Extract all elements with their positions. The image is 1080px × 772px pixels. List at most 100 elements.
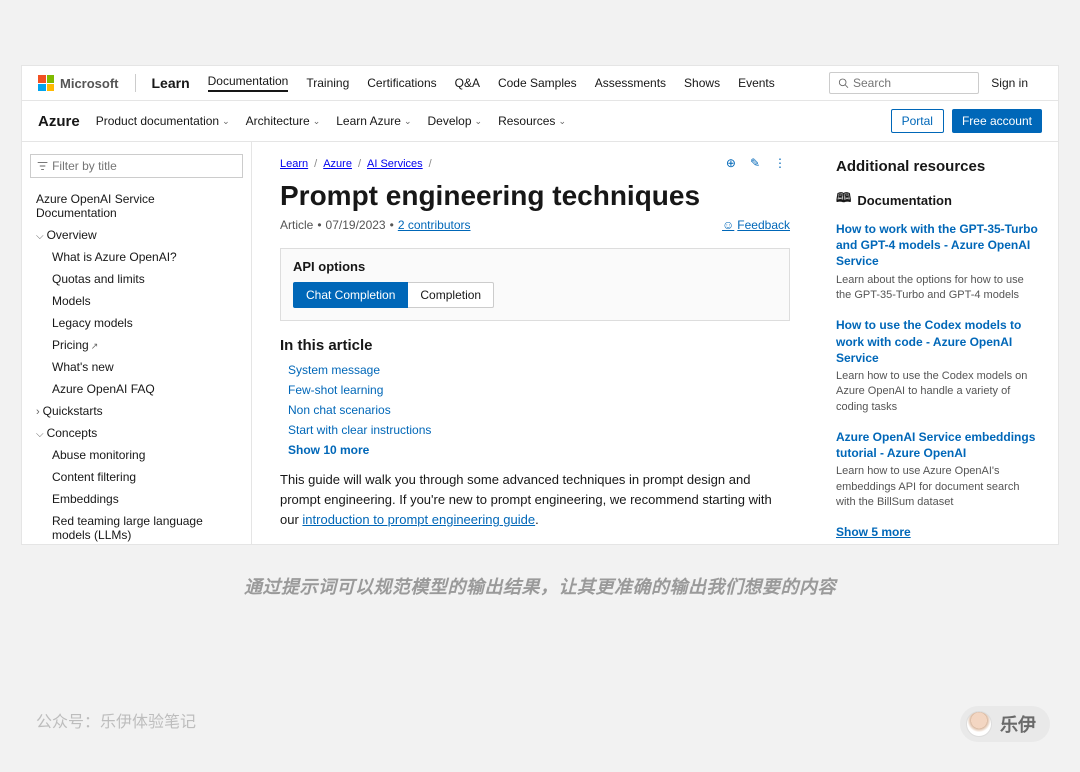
microsoft-logo[interactable]: Microsoft (38, 75, 119, 91)
rr-desc: Learn how to use the Codex models on Azu… (836, 369, 1040, 415)
author-name: 乐伊 (1000, 711, 1036, 737)
rr-item: Azure OpenAI Service embeddings tutorial… (836, 429, 1040, 511)
nav-shows[interactable]: Shows (684, 76, 720, 90)
learn-label[interactable]: Learn (152, 75, 190, 91)
rr-link[interactable]: How to work with the GPT-35-Turbo and GP… (836, 221, 1040, 270)
crumb[interactable]: AI Services (367, 158, 423, 170)
toc-item[interactable]: Red teaming large language models (LLMs) (30, 510, 243, 544)
global-nav: Microsoft Learn Documentation Training C… (22, 66, 1058, 101)
microsoft-logo-text: Microsoft (60, 76, 119, 91)
nav-documentation[interactable]: Documentation (208, 74, 289, 92)
search-input[interactable] (853, 76, 970, 90)
chevron-down-icon: ⌄ (313, 116, 321, 127)
chevron-down-icon: ⌄ (558, 116, 566, 127)
feedback-link[interactable]: ☺Feedback (722, 218, 790, 232)
secnav-learn-azure[interactable]: Learn Azure⌄ (336, 114, 411, 128)
crumb[interactable]: Azure (323, 158, 352, 170)
signin-link[interactable]: Sign in (991, 76, 1028, 90)
toc-link[interactable]: System message (280, 360, 790, 380)
more-icon[interactable]: ⋮ (774, 156, 786, 170)
toc-overview[interactable]: Overview (30, 224, 243, 246)
nav-events[interactable]: Events (738, 76, 775, 90)
author-avatar (966, 711, 992, 737)
browser-viewport: Microsoft Learn Documentation Training C… (21, 65, 1059, 545)
crumb[interactable]: Learn (280, 158, 308, 170)
nav-qa[interactable]: Q&A (455, 76, 480, 90)
page-title: Prompt engineering techniques (280, 180, 790, 212)
toc-link[interactable]: Non chat scenarios (280, 400, 790, 420)
footer-credit: 公众号：乐伊体验笔记 (36, 708, 196, 732)
nav-certifications[interactable]: Certifications (367, 76, 436, 90)
api-options-label: API options (293, 259, 777, 274)
edit-icon[interactable]: ✎ (750, 156, 760, 170)
toc-item[interactable]: What's new (30, 356, 243, 378)
api-tabs: Chat Completion Completion (293, 282, 777, 308)
tab-chat-completion[interactable]: Chat Completion (293, 282, 408, 308)
rr-item: How to work with the GPT-35-Turbo and GP… (836, 221, 1040, 303)
meta-type: Article (280, 218, 313, 232)
chevron-down-icon: ⌄ (475, 116, 483, 127)
toc-item[interactable]: Embeddings (30, 488, 243, 510)
search-icon (838, 77, 849, 89)
right-rail: Additional resources 🕮 Documentation How… (818, 142, 1058, 544)
rr-item: How to use the Codex models to work with… (836, 317, 1040, 415)
toc-item[interactable]: Quotas and limits (30, 268, 243, 290)
secnav-develop[interactable]: Develop⌄ (428, 114, 483, 128)
rr-heading: Additional resources (836, 158, 1040, 175)
page-action-icons: ⊕ ✎ ⋮ (726, 156, 786, 170)
product-nav: Azure Product documentation⌄ Architectur… (22, 101, 1058, 142)
nav-training[interactable]: Training (306, 76, 349, 90)
intro-para-1: This guide will walk you through some ad… (280, 470, 790, 530)
toc-quickstarts[interactable]: Quickstarts (30, 400, 243, 422)
in-article-toc: System message Few-shot learning Non cha… (280, 360, 790, 460)
filter-input[interactable] (52, 159, 236, 173)
nav-assessments[interactable]: Assessments (595, 76, 666, 90)
intro-para-2: While the principles of prompt engineeri… (280, 540, 790, 544)
rr-link[interactable]: How to use the Codex models to work with… (836, 317, 1040, 366)
show-more-link[interactable]: Show 10 more (280, 440, 790, 460)
thumbs-up-icon: ☺ (722, 218, 734, 232)
toc-root[interactable]: Azure OpenAI Service Documentation (30, 188, 243, 224)
toc-item[interactable]: Content filtering (30, 466, 243, 488)
rr-desc: Learn how to use Azure OpenAI's embeddin… (836, 464, 1040, 510)
author-badge: 乐伊 (960, 706, 1050, 742)
left-sidebar: Azure OpenAI Service Documentation Overv… (22, 142, 252, 544)
nav-code-samples[interactable]: Code Samples (498, 76, 577, 90)
toc-item[interactable]: Abuse monitoring (30, 444, 243, 466)
toc-item[interactable]: Azure OpenAI FAQ (30, 378, 243, 400)
intro-guide-link[interactable]: introduction to prompt engineering guide (302, 512, 535, 527)
meta-contributors[interactable]: 2 contributors (398, 218, 471, 232)
secnav-architecture[interactable]: Architecture⌄ (246, 114, 321, 128)
main-content: ⊕ ✎ ⋮ Learn/ Azure/ AI Services/ Prompt … (252, 142, 818, 544)
portal-button[interactable]: Portal (891, 109, 944, 133)
chevron-down-icon: ⌄ (222, 116, 230, 127)
rr-subheading: 🕮 Documentation (836, 189, 1040, 211)
toc-item[interactable]: Models (30, 290, 243, 312)
secnav-resources[interactable]: Resources⌄ (498, 114, 566, 128)
nav-divider (135, 74, 136, 92)
meta-row: Article • 07/19/2023 • 2 contributors ☺F… (280, 218, 790, 232)
product-brand[interactable]: Azure (38, 113, 80, 130)
api-options-box: API options Chat Completion Completion (280, 248, 790, 321)
tab-completion[interactable]: Completion (408, 282, 494, 308)
toc-item[interactable]: Legacy models (30, 312, 243, 334)
annotation-caption: 通过提示词可以规范模型的输出结果，让其更准确的输出我们想要的内容 (0, 573, 1080, 599)
toc-link[interactable]: Few-shot learning (280, 380, 790, 400)
filter-box[interactable] (30, 154, 243, 178)
toc-item[interactable]: What is Azure OpenAI? (30, 246, 243, 268)
free-account-button[interactable]: Free account (952, 109, 1042, 133)
rr-show-more[interactable]: Show 5 more (836, 525, 911, 539)
toc-link[interactable]: Start with clear instructions (280, 420, 790, 440)
chevron-down-icon: ⌄ (404, 116, 412, 127)
rr-link[interactable]: Azure OpenAI Service embeddings tutorial… (836, 429, 1040, 461)
secnav-product-documentation[interactable]: Product documentation⌄ (96, 114, 230, 128)
doc-icon: 🕮 (836, 189, 851, 211)
toc-concepts[interactable]: Concepts (30, 422, 243, 444)
search-box[interactable] (829, 72, 979, 94)
meta-date: 07/19/2023 (326, 218, 386, 232)
breadcrumb: Learn/ Azure/ AI Services/ (280, 158, 790, 170)
filter-icon (37, 160, 48, 172)
body-row: Azure OpenAI Service Documentation Overv… (22, 142, 1058, 544)
add-icon[interactable]: ⊕ (726, 156, 736, 170)
toc-item-pricing[interactable]: Pricing↗ (30, 334, 243, 356)
